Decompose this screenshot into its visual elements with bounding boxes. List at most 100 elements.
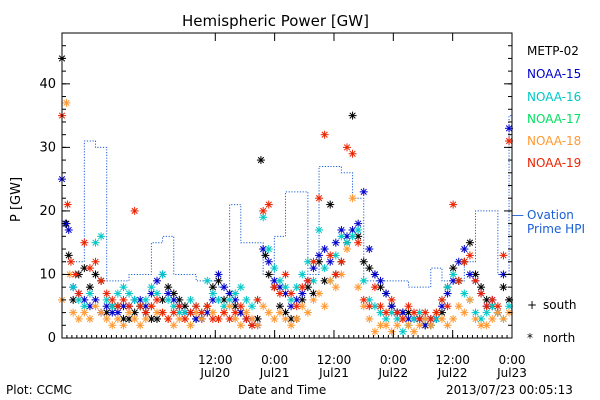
point-stroke xyxy=(120,284,127,291)
point-noaa-18 xyxy=(443,321,452,330)
point-stroke xyxy=(243,296,250,304)
point-stroke xyxy=(282,315,289,323)
point-noaa-19 xyxy=(359,295,368,304)
point-stroke xyxy=(243,315,250,323)
point-stroke xyxy=(226,303,233,310)
point-noaa-19 xyxy=(275,289,284,298)
y-tick-label: 20 xyxy=(39,204,56,219)
point-stroke xyxy=(248,315,256,323)
point-noaa-19 xyxy=(152,295,161,304)
point-stroke xyxy=(232,303,239,310)
point-stroke xyxy=(444,284,451,291)
point-noaa-16 xyxy=(186,295,195,304)
point-stroke xyxy=(103,303,110,310)
point-stroke xyxy=(438,315,446,323)
legend-ovation-hpi: Ovation Prime HPI xyxy=(527,208,585,236)
point-stroke xyxy=(416,309,423,316)
point-noaa-18 xyxy=(91,302,100,311)
point-stroke xyxy=(287,303,295,310)
point-noaa-18 xyxy=(342,245,351,254)
point-noaa-19 xyxy=(499,251,508,260)
point-stroke xyxy=(220,303,228,310)
point-stroke xyxy=(265,245,272,253)
point-stroke xyxy=(304,284,312,291)
point-stroke xyxy=(405,309,412,316)
x-tick-label-date: Jul21 xyxy=(318,366,349,380)
point-noaa-18 xyxy=(326,276,335,285)
point-stroke xyxy=(293,303,300,310)
point-stroke xyxy=(321,303,328,310)
point-noaa-19 xyxy=(264,200,273,209)
point-stroke xyxy=(142,303,149,310)
point-noaa-19 xyxy=(320,130,329,139)
point-stroke xyxy=(388,328,395,335)
point-stroke xyxy=(148,303,155,310)
point-noaa-18 xyxy=(259,302,268,311)
point-stroke xyxy=(226,315,233,323)
point-stroke xyxy=(282,271,289,278)
point-noaa-16 xyxy=(97,232,106,241)
point-stroke xyxy=(257,156,265,164)
point-stroke xyxy=(232,309,239,316)
point-stroke xyxy=(75,290,82,297)
point-noaa-18 xyxy=(354,283,363,292)
point-noaa-19 xyxy=(169,308,178,317)
point-stroke xyxy=(505,137,513,145)
point-stroke xyxy=(237,322,244,329)
legend-noaa-17: NOAA-17 xyxy=(527,112,582,126)
point-stroke xyxy=(466,239,474,246)
x-tick-label-date: Jul23 xyxy=(496,366,527,380)
point-stroke xyxy=(388,309,395,316)
point-stroke xyxy=(137,296,144,304)
point-noaa-19 xyxy=(125,302,134,311)
point-noaa-15 xyxy=(309,264,318,273)
point-stroke xyxy=(371,303,379,310)
point-stroke xyxy=(304,309,312,316)
point-stroke xyxy=(349,150,356,157)
point-noaa-18 xyxy=(197,314,206,323)
point-noaa-15 xyxy=(264,257,273,266)
point-stroke xyxy=(327,252,334,259)
point-stroke xyxy=(153,296,161,304)
point-stroke xyxy=(382,290,390,297)
point-noaa-16 xyxy=(225,295,234,304)
point-stroke xyxy=(315,252,323,259)
legend-north-symbol: * xyxy=(527,331,533,345)
point-stroke xyxy=(349,226,356,234)
point-stroke xyxy=(260,214,267,221)
point-stroke xyxy=(310,258,317,265)
point-stroke xyxy=(466,271,474,278)
point-stroke xyxy=(410,309,418,316)
point-stroke xyxy=(114,303,122,310)
point-noaa-16 xyxy=(236,283,245,292)
point-stroke xyxy=(405,303,412,310)
point-stroke xyxy=(343,144,351,151)
point-stroke xyxy=(360,258,367,265)
point-stroke xyxy=(148,290,155,297)
point-noaa-18 xyxy=(125,308,134,317)
point-stroke xyxy=(125,290,133,297)
point-stroke xyxy=(472,271,479,278)
point-noaa-19 xyxy=(287,289,296,298)
y-axis: 0 10 20 30 40 xyxy=(39,32,512,346)
point-noaa-19 xyxy=(309,257,318,266)
point-noaa-19 xyxy=(231,308,240,317)
point-stroke xyxy=(131,315,138,323)
timestamp: 2013/07/23 00:05:13 xyxy=(446,383,573,397)
point-noaa-18 xyxy=(102,314,111,323)
point-stroke xyxy=(125,315,133,323)
point-noaa-19 xyxy=(410,308,419,317)
point-stroke xyxy=(148,284,155,291)
point-stroke xyxy=(209,284,217,291)
point-noaa-19 xyxy=(432,308,441,317)
point-noaa-16 xyxy=(398,327,407,336)
point-noaa-16 xyxy=(113,289,122,298)
point-noaa-19 xyxy=(236,302,245,311)
point-stroke xyxy=(315,258,323,265)
point-stroke xyxy=(450,315,457,323)
point-stroke xyxy=(388,296,395,304)
point-stroke xyxy=(103,309,110,316)
point-noaa-16 xyxy=(354,225,363,234)
point-stroke xyxy=(505,303,513,310)
